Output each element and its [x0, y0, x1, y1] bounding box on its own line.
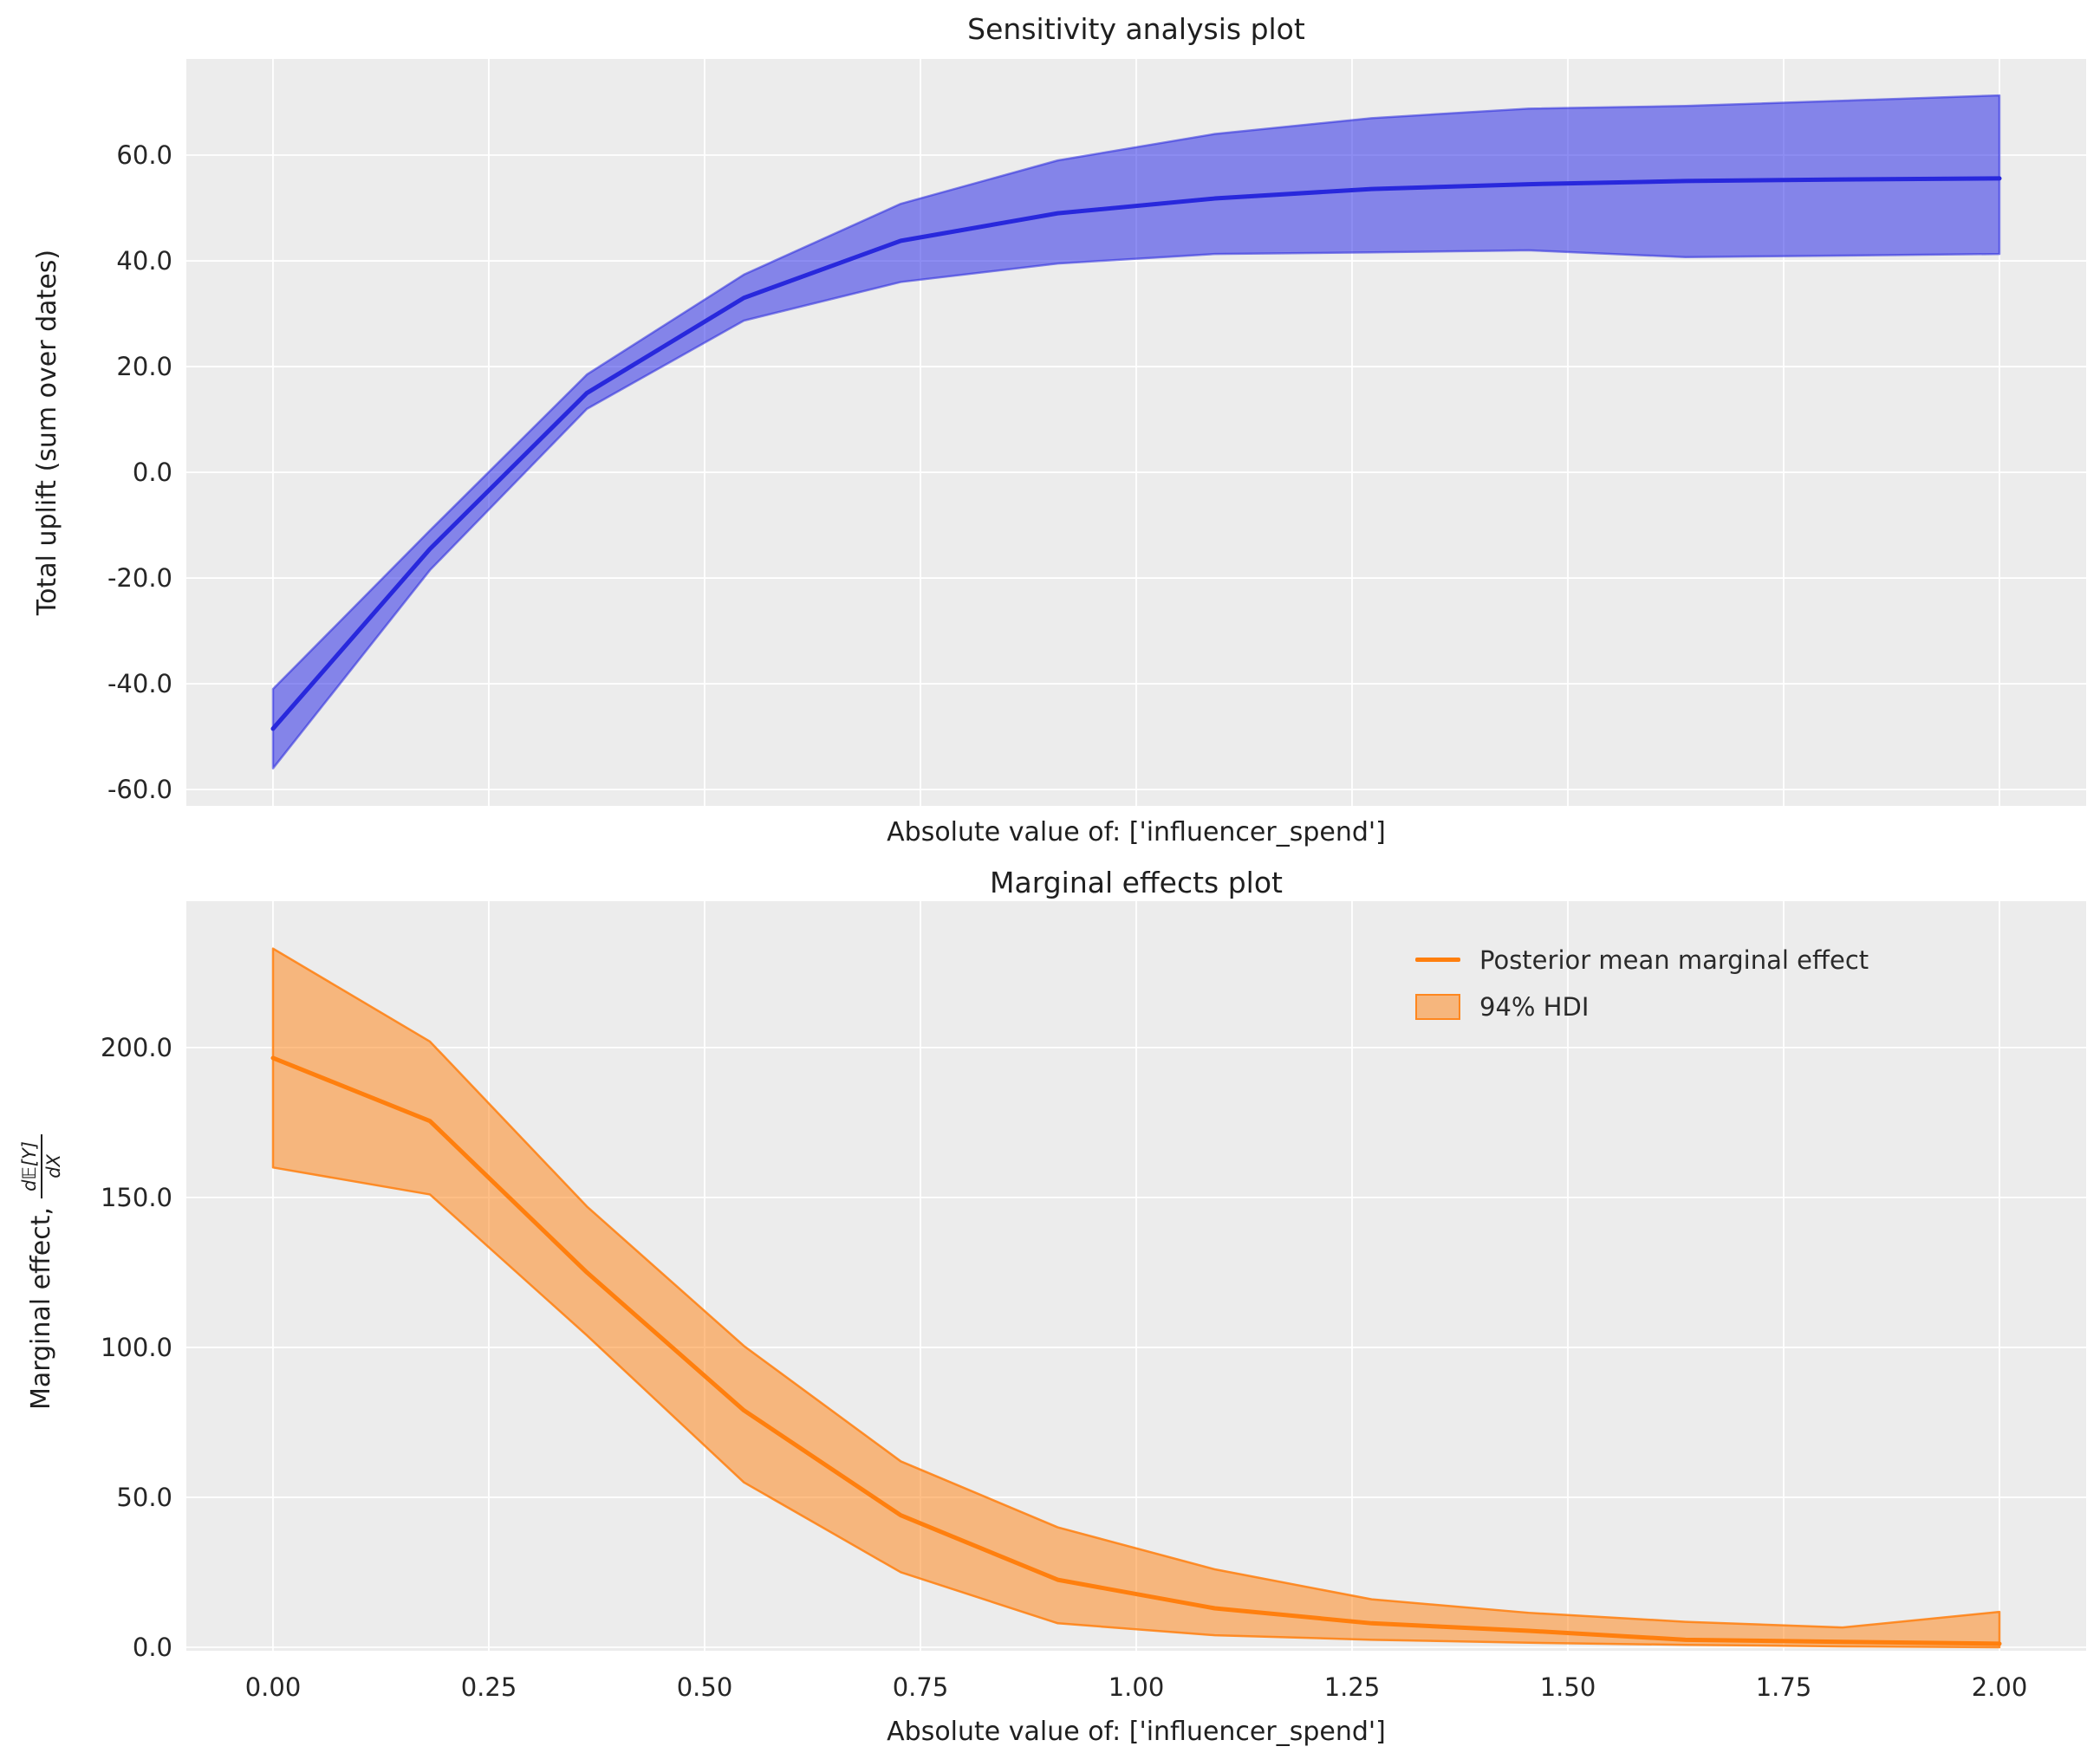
y-tick-label: -60.0	[107, 775, 172, 804]
legend-label: Posterior mean marginal effect	[1479, 945, 1869, 975]
y-tick-label: 150.0	[101, 1183, 172, 1212]
x-tick-label: 1.00	[1109, 1672, 1165, 1702]
legend-line-sample	[1415, 958, 1460, 962]
posterior-mean-line	[270, 176, 2002, 731]
marginal-effects-chart: 200.0 150.0 100.0 50.0 0.0 0.00 0.25 0.50 0.75 1.…	[101, 901, 2086, 1702]
bottom-chart-x-axis-label: Absolute value of: ['influencer_spend']	[887, 1717, 1386, 1747]
legend-item-hdi: 94% HDI	[1415, 987, 1869, 1026]
y-tick-label: -40.0	[107, 669, 172, 698]
fraction-denominator: dX	[43, 1154, 64, 1178]
x-tick-label: 0.75	[893, 1672, 949, 1702]
bottom-chart-y-axis-label: Marginal effect, d𝔼[Y] dX	[19, 1133, 64, 1411]
x-tick-label: 1.75	[1756, 1672, 1812, 1702]
y-tick-label: 40.0	[116, 246, 172, 276]
sensitivity-analysis-chart: 60.0 40.0 20.0 0.0 -20.0 -40.0 -60.0	[107, 59, 2086, 806]
x-tick-label: 1.50	[1540, 1672, 1596, 1702]
y-tick-label: 200.0	[101, 1033, 172, 1062]
y-tick-label: 20.0	[116, 352, 172, 381]
x-tick-label: 2.00	[1972, 1672, 2028, 1702]
fraction-numerator: d𝔼[Y]	[19, 1141, 40, 1191]
top-chart-x-axis-label: Absolute value of: ['influencer_spend']	[887, 817, 1386, 847]
posterior-mean-line	[270, 1055, 2002, 1646]
fraction-bar	[41, 1133, 42, 1198]
top-chart-title: Sensitivity analysis plot	[967, 12, 1305, 46]
bottom-chart-y-axis-label-text: Marginal effect,	[26, 1206, 56, 1411]
y-tick-label: 0.0	[133, 1633, 172, 1662]
x-tick-label: 1.25	[1324, 1672, 1381, 1702]
y-tick-label: 100.0	[101, 1333, 172, 1362]
y-tick-label: 50.0	[116, 1483, 172, 1512]
hdi-band	[271, 94, 2001, 769]
legend-item-posterior-mean: Posterior mean marginal effect	[1415, 940, 1869, 979]
x-tick-label: 0.50	[677, 1672, 733, 1702]
y-tick-label: -20.0	[107, 563, 172, 593]
legend: Posterior mean marginal effect 94% HDI	[1415, 940, 1869, 1026]
top-chart-y-axis-label-text: Total uplift (sum over dates)	[32, 249, 62, 616]
y-tick-label: 60.0	[116, 140, 172, 170]
top-chart-y-axis-label: Total uplift (sum over dates)	[32, 250, 63, 615]
legend-label: 94% HDI	[1479, 991, 1590, 1022]
bottom-chart-title: Marginal effects plot	[990, 866, 1283, 899]
y-tick-label: 0.0	[133, 458, 172, 487]
legend-patch-sample	[1415, 993, 1460, 1020]
x-tick-label: 0.00	[245, 1672, 302, 1702]
x-tick-label: 0.25	[461, 1672, 517, 1702]
derivative-fraction: d𝔼[Y] dX	[19, 1133, 64, 1198]
